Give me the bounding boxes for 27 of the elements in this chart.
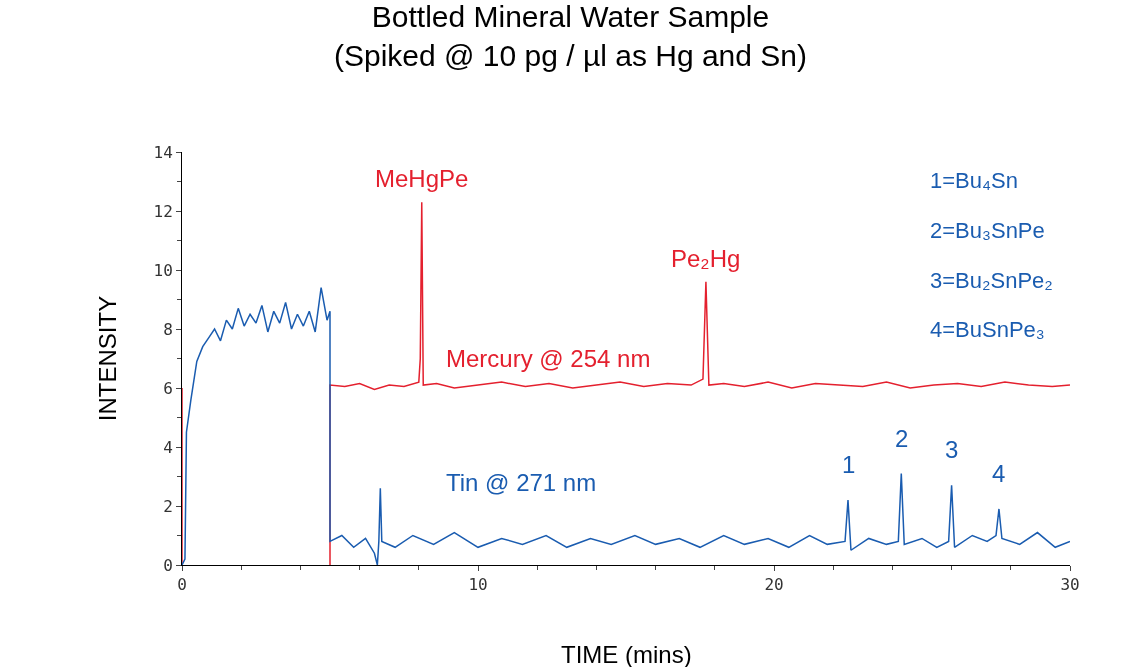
y-tick-label: 2 — [163, 496, 173, 516]
y-tick-label: 0 — [163, 555, 173, 575]
x-tick-label: 10 — [468, 575, 488, 595]
annotation: 1 — [842, 451, 856, 478]
annotation: 4=BuSnPe₃ — [930, 317, 1045, 342]
annotation: 2=Bu₃SnPe — [930, 218, 1045, 243]
series-label: Mercury @ 254 nm — [446, 345, 651, 372]
series-label: Tin @ 271 nm — [446, 469, 597, 496]
chart-subtitle: (Spiked @ 10 pg / µl as Hg and Sn) — [334, 38, 807, 72]
annotation: MeHgPe — [375, 165, 469, 192]
y-tick-label: 8 — [163, 319, 173, 339]
annotation: 3=Bu₂SnPe₂ — [930, 268, 1053, 293]
annotation: 2 — [895, 425, 909, 452]
y-tick-label: 4 — [163, 437, 173, 457]
y-tick-label: 10 — [153, 260, 173, 280]
y-tick-label: 14 — [153, 142, 173, 162]
annotation: 4 — [992, 460, 1006, 487]
y-tick-label: 12 — [153, 201, 173, 221]
annotation: 1=Bu₄Sn — [930, 168, 1018, 193]
annotation: Pe₂Hg — [671, 245, 741, 272]
y-tick-label: 6 — [163, 378, 173, 398]
x-tick-label: 0 — [177, 575, 187, 595]
annotation: 3 — [945, 436, 959, 463]
y-axis-title: INTENSITY — [93, 295, 121, 422]
x-tick-label: 30 — [1060, 575, 1080, 595]
chart-title: Bottled Mineral Water Sample — [371, 0, 770, 33]
x-tick-label: 20 — [764, 575, 784, 595]
